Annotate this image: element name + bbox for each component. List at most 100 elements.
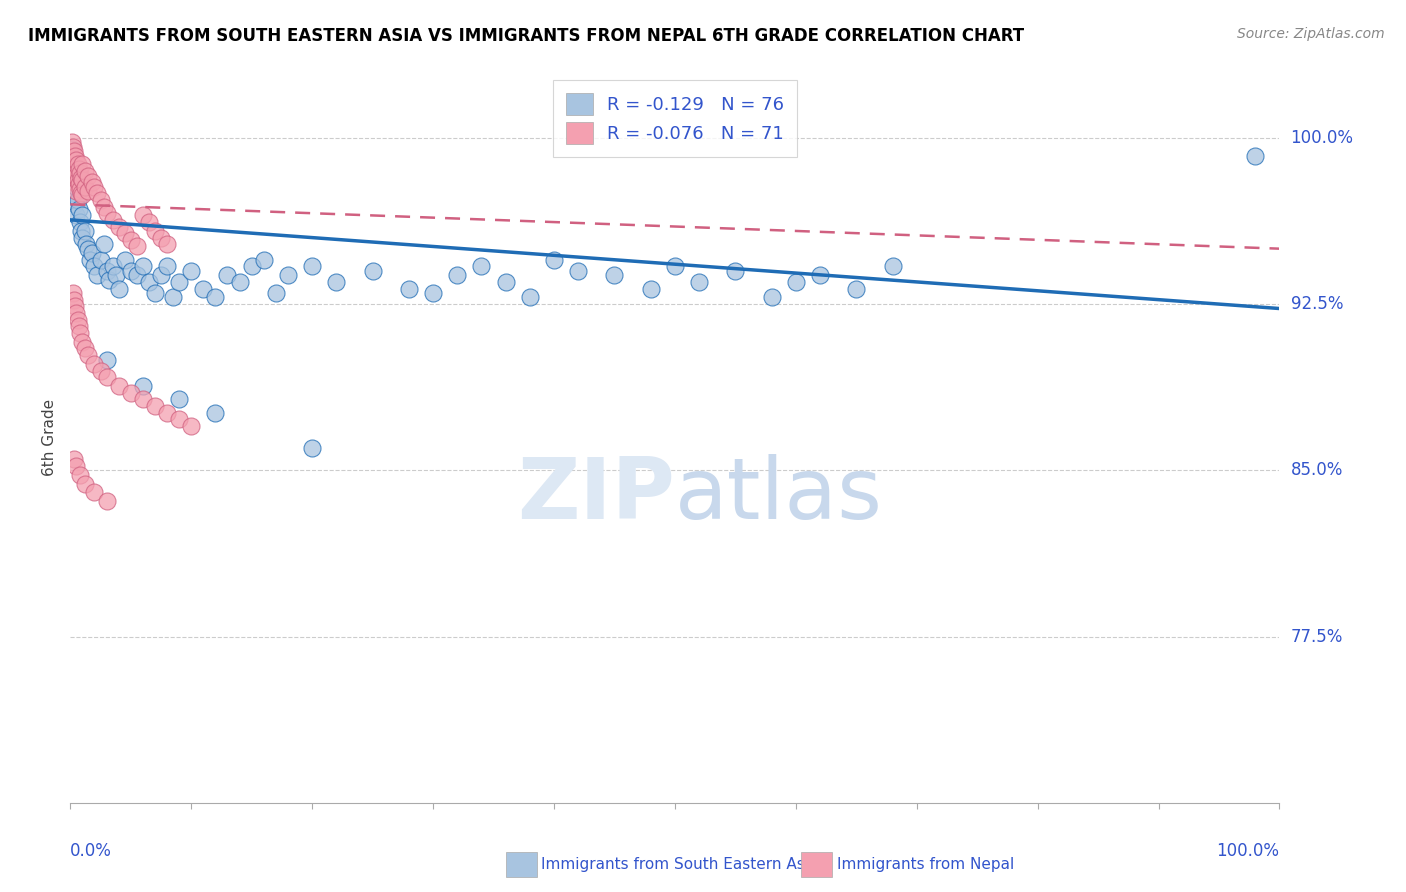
Point <box>77 242 100 256</box>
Point <box>83 357 105 371</box>
Point <box>77 184 100 198</box>
Point <box>93 200 115 214</box>
Point <box>67 161 90 176</box>
Point <box>60 142 83 156</box>
Point <box>63 164 86 178</box>
Point <box>132 209 155 223</box>
Text: 85.0%: 85.0% <box>1291 461 1343 479</box>
Point <box>253 252 276 267</box>
Point <box>70 170 93 185</box>
Point <box>60 157 83 171</box>
Point <box>80 246 103 260</box>
Point <box>567 264 589 278</box>
Point <box>62 153 84 167</box>
Point <box>882 260 904 274</box>
Point <box>63 148 86 162</box>
Point <box>664 260 686 274</box>
Point <box>107 282 129 296</box>
Point <box>143 224 166 238</box>
Point <box>105 268 128 283</box>
Point <box>62 139 84 153</box>
Point <box>66 312 89 326</box>
Point <box>101 212 124 227</box>
Point <box>70 186 93 201</box>
Point <box>83 485 105 500</box>
Point <box>724 264 747 278</box>
Point <box>73 476 96 491</box>
Point <box>73 164 96 178</box>
Point <box>70 224 93 238</box>
Point <box>132 392 155 407</box>
Point <box>90 252 111 267</box>
Point <box>63 175 86 189</box>
Point <box>96 352 118 367</box>
Point <box>63 299 86 313</box>
Point <box>65 169 87 183</box>
Point <box>156 260 179 274</box>
Point <box>603 268 626 283</box>
Point <box>63 186 86 201</box>
Point <box>107 379 129 393</box>
Point <box>640 282 662 296</box>
Point <box>446 268 468 283</box>
Text: 0.0%: 0.0% <box>70 842 112 860</box>
Point <box>495 275 517 289</box>
Point <box>62 285 84 300</box>
Point <box>150 230 172 244</box>
Point <box>69 166 91 180</box>
Point <box>688 275 710 289</box>
Point <box>62 169 84 183</box>
Point <box>1244 148 1267 162</box>
Point <box>96 206 118 220</box>
Point <box>77 169 100 183</box>
Point <box>138 275 160 289</box>
Point <box>167 392 190 407</box>
Point <box>96 494 118 508</box>
Point <box>83 260 105 274</box>
Point <box>132 379 155 393</box>
Point <box>301 260 323 274</box>
Point <box>83 179 105 194</box>
Point <box>69 326 91 340</box>
Point <box>80 175 103 189</box>
Point <box>107 219 129 234</box>
Point <box>65 179 87 194</box>
Point <box>65 306 87 320</box>
Point <box>156 406 179 420</box>
Point <box>63 293 86 307</box>
Point <box>519 290 541 304</box>
Point <box>86 268 108 283</box>
Point <box>301 441 323 455</box>
Point <box>808 268 831 283</box>
Point <box>63 197 86 211</box>
Point <box>60 148 83 162</box>
Point <box>120 233 142 247</box>
Point <box>422 285 444 300</box>
Point <box>217 268 239 283</box>
Point <box>65 209 87 223</box>
Point <box>73 224 96 238</box>
Point <box>125 268 148 283</box>
Point <box>204 290 226 304</box>
Text: ZIP: ZIP <box>517 454 675 537</box>
Text: IMMIGRANTS FROM SOUTH EASTERN ASIA VS IMMIGRANTS FROM NEPAL 6TH GRADE CORRELATIO: IMMIGRANTS FROM SOUTH EASTERN ASIA VS IM… <box>28 27 1024 45</box>
Point <box>96 264 118 278</box>
Point <box>72 209 94 223</box>
Point <box>69 215 91 229</box>
Point <box>138 215 160 229</box>
Legend: R = -0.129   N = 76, R = -0.076   N = 71: R = -0.129 N = 76, R = -0.076 N = 71 <box>553 80 797 157</box>
Point <box>77 348 100 362</box>
Point <box>167 275 190 289</box>
Point <box>132 260 155 274</box>
Point <box>72 334 94 349</box>
Point <box>65 458 87 473</box>
Point <box>66 157 89 171</box>
Text: Immigrants from Nepal: Immigrants from Nepal <box>837 857 1014 871</box>
Point <box>69 182 91 196</box>
Point <box>67 319 90 334</box>
Point <box>69 467 91 482</box>
Point <box>398 282 420 296</box>
Point <box>162 290 184 304</box>
Point <box>90 363 111 377</box>
Point <box>90 193 111 207</box>
